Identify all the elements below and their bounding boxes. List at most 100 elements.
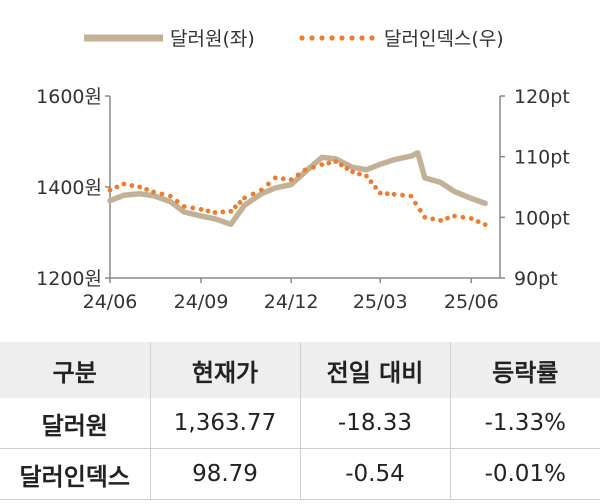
series-point-dxy — [266, 181, 271, 187]
header-current-price: 현재가 — [149, 342, 300, 398]
series-point-dxy — [438, 218, 443, 223]
legend-dot — [349, 35, 355, 41]
legend-dot — [369, 35, 375, 41]
quote-table: 구분 현재가 전일 대비 등락률 달러원 1,363.77 -18.33 -1.… — [0, 342, 600, 500]
series-point-dxy — [114, 184, 120, 190]
series-point-dxy — [220, 209, 226, 215]
y-right-tick-label: 100pt — [514, 207, 570, 229]
series-point-dxy — [242, 195, 248, 201]
legend-label-krw: 달러원(좌) — [170, 28, 255, 50]
series-point-dxy — [159, 191, 165, 197]
row-name: 달러인덱스 — [0, 448, 150, 500]
series-point-dxy — [319, 162, 325, 168]
row-change-rate: -1.33% — [449, 398, 600, 449]
series-point-dxy — [151, 189, 157, 195]
header-daily-change: 전일 대비 — [299, 342, 450, 398]
series-point-dxy — [280, 176, 286, 182]
series-line-krw — [107, 150, 488, 228]
legend-swatch-dxy — [299, 35, 375, 41]
legend-dot — [319, 35, 325, 41]
series-point-dxy — [311, 164, 316, 170]
series-point-dxy — [377, 190, 383, 196]
y-left-tick-label: 1200원 — [36, 268, 102, 290]
series-point-dxy — [391, 191, 397, 197]
exchange-rate-chart: 달러원(좌) 달러인덱스(우) 1600원 1400원 1200원 120pt 110p… — [36, 28, 570, 313]
series-point-dxy — [338, 162, 344, 168]
series-point-dxy — [233, 204, 238, 210]
series-point-dxy — [259, 187, 264, 193]
series-point-dxy — [326, 160, 332, 166]
y-left-tick-label: 1400원 — [36, 177, 102, 199]
series-point-dxy — [295, 172, 301, 178]
series-point-dxy — [198, 207, 204, 212]
series-point-dxy — [168, 193, 173, 199]
x-tick-label: 24/09 — [174, 291, 229, 313]
row-name: 달러원 — [0, 398, 150, 449]
series-point-dxy — [482, 222, 488, 228]
series-point-dxy — [413, 200, 418, 206]
row-current-price: 98.79 — [149, 448, 300, 500]
legend-dot — [359, 35, 365, 41]
series-point-dxy — [129, 183, 135, 188]
row-change-rate: -0.01% — [449, 448, 600, 500]
series-point-dxy — [384, 191, 390, 197]
series-point-dxy — [445, 215, 450, 221]
series-point-dxy — [417, 207, 423, 213]
series-point-dxy — [205, 208, 211, 214]
x-tick-label: 24/06 — [83, 291, 138, 313]
series-point-dxy — [350, 169, 355, 175]
series-point-dxy — [228, 208, 234, 214]
x-tick-label: 25/06 — [444, 291, 499, 313]
legend-dot — [309, 35, 315, 41]
series-point-dxy — [107, 187, 113, 193]
y-right-tick-label: 110pt — [514, 147, 570, 169]
table-row: 달러인덱스 98.79 -0.54 -0.01% — [0, 448, 600, 500]
row-current-price: 1,363.77 — [149, 398, 300, 449]
chart-legend: 달러원(좌) 달러인덱스(우) — [84, 28, 504, 50]
series-point-dxy — [357, 171, 362, 177]
y-right-tick-label: 90pt — [514, 268, 558, 290]
series-point-dxy — [190, 205, 196, 211]
row-daily-change: -0.54 — [299, 448, 450, 500]
series-point-dxy — [368, 179, 374, 185]
series-point-dxy — [430, 216, 436, 222]
chart-plot-area — [107, 150, 488, 228]
table-header-row: 구분 현재가 전일 대비 등락률 — [0, 342, 600, 398]
series-point-dxy — [237, 200, 243, 205]
series-point-dxy — [452, 213, 457, 219]
legend-dot — [339, 35, 345, 41]
chart-axes: 1600원 1400원 1200원 120pt 110pt 100pt 90pt 24/06 2… — [36, 86, 570, 313]
series-point-dxy — [344, 166, 350, 171]
series-point-dxy — [475, 219, 481, 225]
series-point-dxy — [144, 187, 150, 192]
series-point-dxy — [468, 216, 474, 221]
series-point-dxy — [302, 167, 308, 173]
row-daily-change: -18.33 — [299, 398, 450, 449]
series-point-dxy — [121, 181, 127, 187]
series-point-dxy — [174, 198, 180, 204]
series-point-dxy — [460, 214, 466, 220]
series-point-dxy — [288, 177, 294, 183]
table-row: 달러원 1,363.77 -18.33 -1.33% — [0, 398, 600, 449]
x-tick-label: 24/12 — [264, 291, 319, 313]
y-right-tick-label: 120pt — [514, 86, 570, 108]
header-category: 구분 — [0, 342, 150, 398]
series-point-dxy — [181, 204, 187, 209]
series-dxy — [107, 159, 488, 228]
series-point-dxy — [408, 193, 414, 199]
header-change-rate: 등락률 — [449, 342, 600, 398]
series-point-dxy — [373, 185, 378, 190]
series-point-dxy — [272, 175, 278, 181]
series-point-dxy — [333, 159, 339, 164]
series-point-dxy — [422, 214, 428, 220]
series-point-dxy — [364, 173, 369, 179]
legend-label-dxy: 달러인덱스(우) — [384, 28, 504, 50]
series-point-dxy — [212, 210, 218, 215]
y-left-tick-label: 1600원 — [36, 86, 102, 108]
series-point-dxy — [250, 191, 256, 197]
legend-dot — [329, 35, 335, 41]
series-point-dxy — [137, 184, 143, 190]
x-tick-label: 25/03 — [353, 291, 408, 313]
legend-dot — [299, 35, 305, 41]
series-point-dxy — [400, 192, 405, 198]
